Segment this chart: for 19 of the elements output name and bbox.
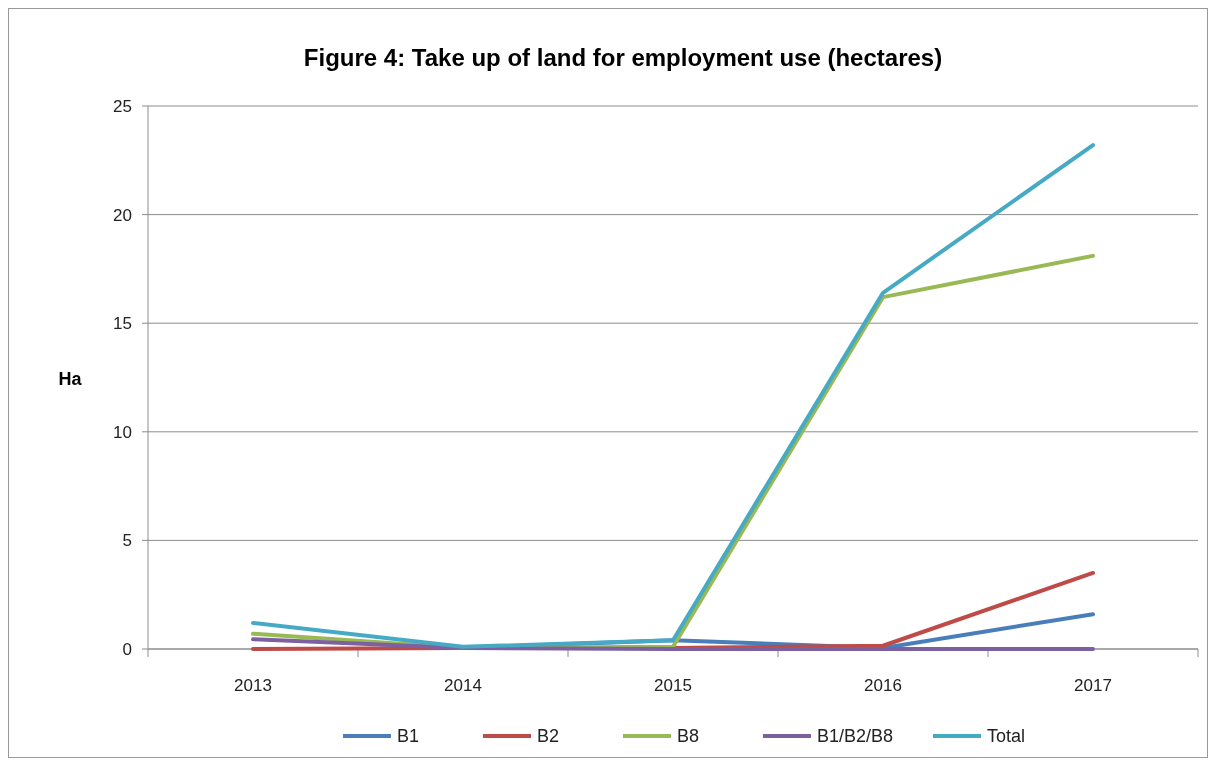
y-tick-label: 10 xyxy=(113,422,132,442)
x-tick-label: 2016 xyxy=(864,676,902,695)
x-tick-label: 2013 xyxy=(234,676,272,695)
y-tick-label: 25 xyxy=(113,97,132,116)
y-tick-label: 5 xyxy=(122,531,132,551)
legend-label: B8 xyxy=(677,726,700,746)
chart-title: Figure 4: Take up of land for employment use (hectares) xyxy=(303,44,943,71)
legend-label: B1/B2/B8 xyxy=(817,726,894,746)
x-tick-label: 2017 xyxy=(1074,676,1112,695)
line-series xyxy=(251,143,1095,649)
legend-label: Total xyxy=(987,726,1026,746)
legend-label: B2 xyxy=(537,726,560,746)
legend-label: B1 xyxy=(397,726,420,746)
x-tick-label: 2015 xyxy=(654,676,692,695)
y-tick-label: 15 xyxy=(113,314,132,334)
y-tick-label: 0 xyxy=(122,640,132,659)
y-axis-title: Ha xyxy=(58,369,83,389)
y-tick-label: 20 xyxy=(113,205,132,225)
x-tick-label: 2014 xyxy=(444,676,482,695)
